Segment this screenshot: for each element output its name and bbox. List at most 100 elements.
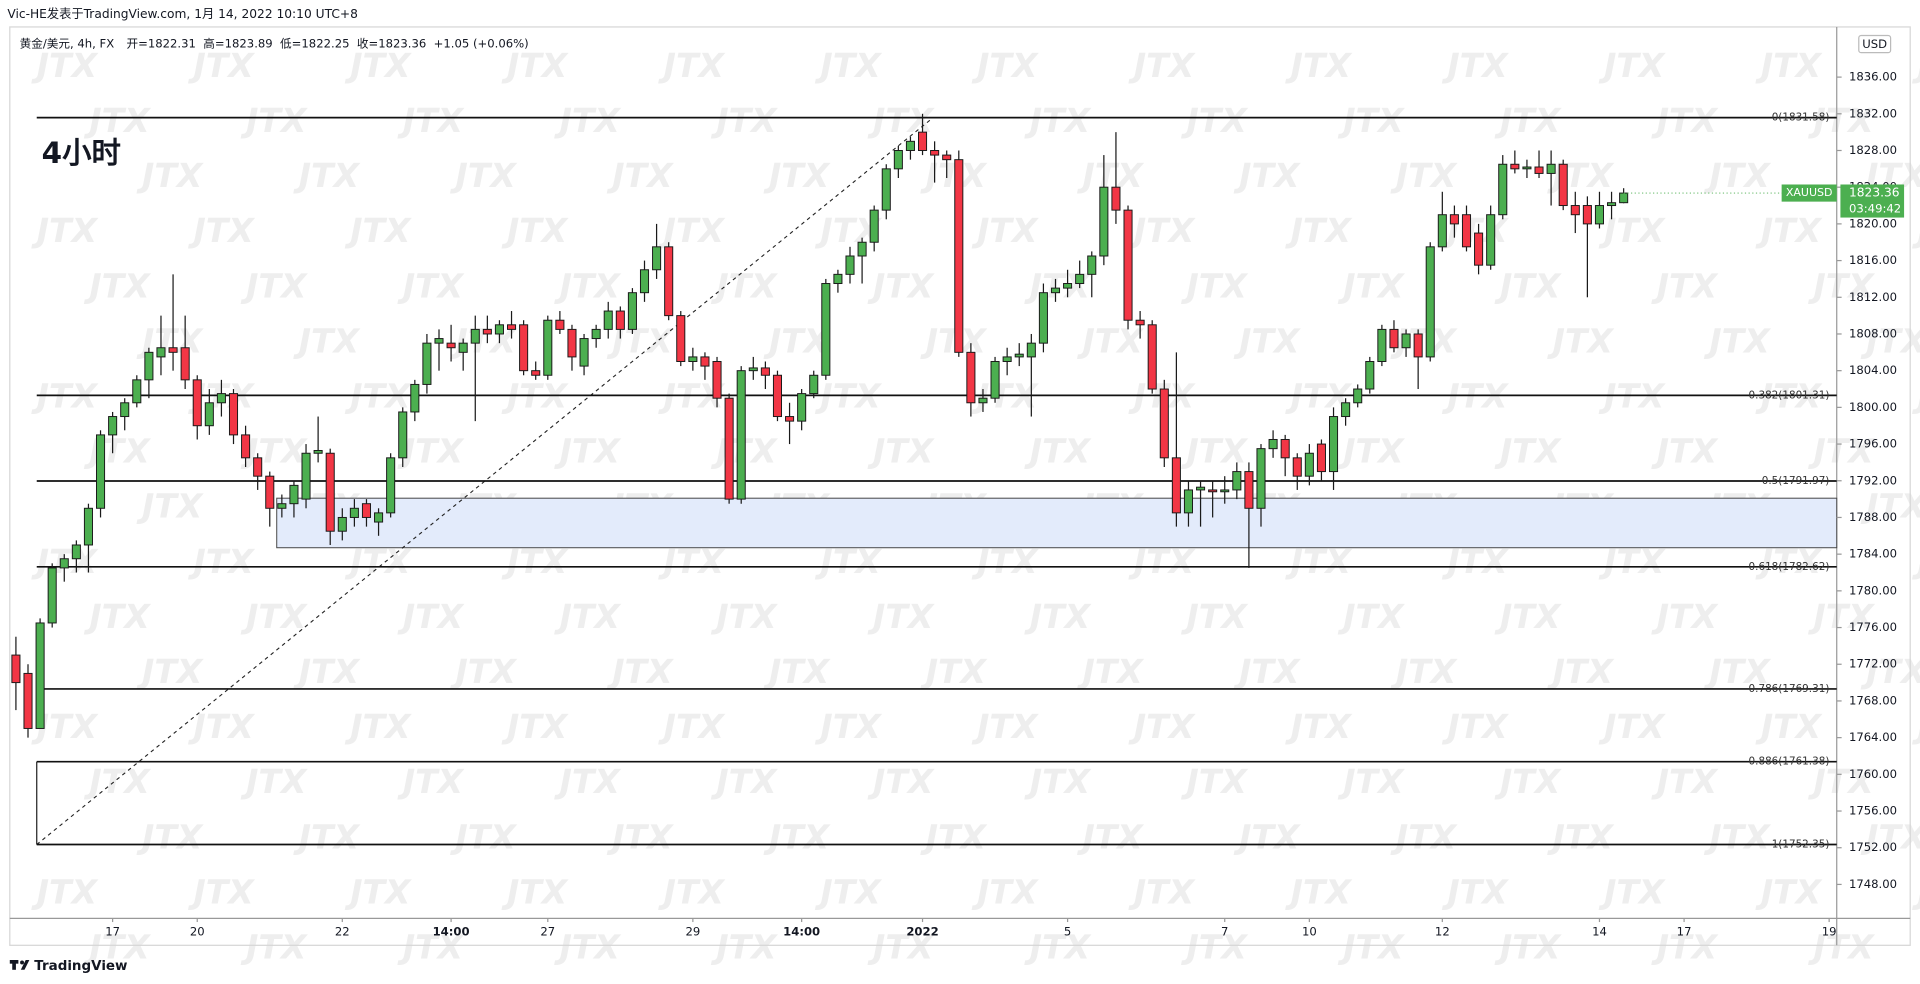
watermark: JTX: [710, 762, 778, 801]
candle-body: [1232, 471, 1242, 491]
candle-body: [83, 507, 93, 546]
watermark: JTX: [971, 211, 1039, 250]
watermark: JTX: [344, 46, 412, 85]
watermark: JTX: [606, 156, 674, 195]
watermark: JTX: [920, 817, 988, 856]
watermark: JTX: [83, 266, 151, 305]
candle-body: [905, 140, 915, 151]
watermark: JTX: [554, 597, 622, 636]
watermark: JTX: [920, 156, 988, 195]
candle-body: [1377, 328, 1387, 362]
x-tick-label: 7: [1221, 924, 1228, 938]
candle-body: [1268, 438, 1278, 450]
watermark: JTX: [1285, 46, 1353, 85]
candle-body: [192, 379, 202, 427]
watermark: JTX: [1337, 927, 1405, 966]
candle-body: [1510, 163, 1520, 170]
legend-item: 高=1823.89: [203, 37, 272, 51]
watermark: JTX: [1181, 762, 1249, 801]
candle-body: [543, 319, 553, 376]
watermark: JTX: [1807, 432, 1875, 471]
candle-body: [168, 347, 178, 353]
watermark: JTX: [1807, 927, 1875, 966]
candle-body: [216, 393, 226, 404]
candle-body: [797, 393, 807, 422]
candle-body: [1220, 489, 1230, 493]
watermark: JTX: [240, 927, 308, 966]
candle-body: [494, 324, 504, 335]
watermark: JTX: [397, 597, 465, 636]
candle-body: [228, 393, 239, 436]
brand-logo: [9, 960, 30, 970]
watermark: JTX: [867, 597, 935, 636]
watermark: JTX: [1024, 266, 1092, 305]
watermark: JTX: [1598, 542, 1666, 581]
candle-body: [881, 168, 891, 211]
watermark: JTX: [293, 652, 361, 691]
candle-body: [470, 328, 480, 344]
candle-body: [59, 558, 69, 569]
x-tick-label: 14: [1592, 924, 1607, 938]
candle-body: [1244, 471, 1254, 509]
candle-body: [1461, 214, 1472, 248]
watermark: JTX: [1285, 707, 1353, 746]
candle-body: [869, 209, 879, 243]
candle-body: [386, 457, 396, 514]
watermark: JTX: [450, 156, 518, 195]
candle-body: [615, 310, 625, 330]
watermark: JTX: [1024, 597, 1092, 636]
watermark: JTX: [1807, 762, 1875, 801]
price-tag-label: 1823.36: [1849, 186, 1900, 200]
watermark: JTX: [1651, 101, 1719, 140]
candle-body: [398, 411, 408, 459]
countdown: 03:49:42: [1849, 201, 1901, 215]
watermark: JTX: [554, 762, 622, 801]
candle-body: [35, 622, 45, 729]
legend-item: 开=1822.31: [126, 37, 195, 51]
watermark: JTX: [710, 266, 778, 305]
watermark: JTX: [1703, 652, 1771, 691]
watermark: JTX: [344, 211, 412, 250]
watermark: JTX: [867, 927, 935, 966]
watermark: JTX: [1598, 46, 1666, 85]
candle-body: [434, 338, 444, 344]
watermark: JTX: [1128, 872, 1196, 911]
candle-body: [1486, 214, 1496, 266]
watermark: JTX: [920, 652, 988, 691]
candle-body: [930, 150, 940, 156]
fib-label: 0(1831.58): [1772, 112, 1830, 124]
fib-trend-line: [36, 117, 934, 845]
y-tick-label: 1800.00: [1849, 400, 1897, 414]
legend-item: 低=1822.25: [280, 37, 349, 51]
watermark: JTX: [187, 211, 255, 250]
watermark: JTX: [763, 156, 831, 195]
candle-body: [1474, 232, 1484, 266]
x-tick-label: 20: [190, 924, 205, 938]
fib-label: 0.5(1791.97): [1762, 475, 1830, 487]
candle-body: [712, 361, 722, 399]
currency-box[interactable]: [1858, 34, 1892, 54]
watermark: JTX: [1337, 762, 1405, 801]
candle-body: [1014, 353, 1024, 358]
candle-body: [1365, 361, 1375, 390]
candle-body: [1208, 489, 1218, 493]
x-tick-label: 5: [1064, 924, 1071, 938]
watermark: JTX: [501, 211, 569, 250]
watermark: JTX: [1181, 101, 1249, 140]
candle-body: [132, 379, 142, 404]
candle-body: [1171, 457, 1181, 514]
watermark: JTX: [293, 817, 361, 856]
watermark: JTX: [83, 101, 151, 140]
candle-body: [603, 310, 613, 330]
currency[interactable]: USD: [1862, 37, 1887, 51]
watermark: JTX: [1494, 432, 1562, 471]
watermark: JTX: [1441, 872, 1509, 911]
watermark: JTX: [1598, 211, 1666, 250]
candle-body: [676, 315, 686, 362]
watermark: JTX: [1703, 321, 1771, 360]
watermark: JTX: [1598, 707, 1666, 746]
watermark: JTX: [397, 101, 465, 140]
candle-body: [313, 449, 323, 454]
candle-body: [1183, 489, 1194, 514]
candle-body: [639, 269, 650, 294]
